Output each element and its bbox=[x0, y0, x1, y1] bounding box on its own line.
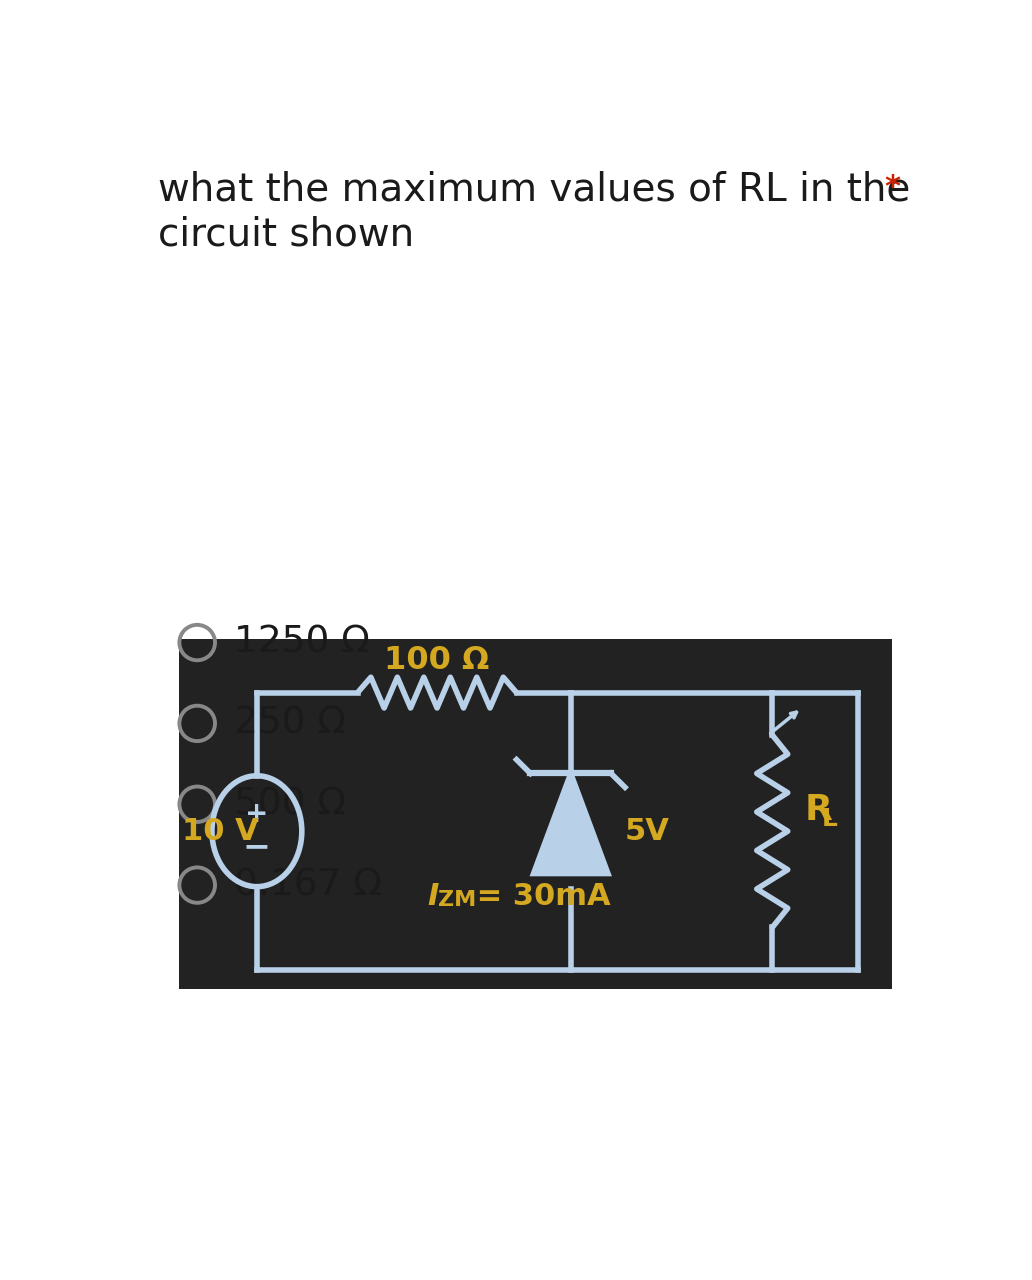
Text: −: − bbox=[243, 831, 270, 863]
Text: R: R bbox=[805, 792, 833, 827]
Polygon shape bbox=[534, 773, 608, 873]
Text: 0.167 Ω: 0.167 Ω bbox=[233, 867, 382, 904]
Text: 5V: 5V bbox=[625, 817, 670, 846]
Text: = 30mA: = 30mA bbox=[466, 882, 611, 911]
Text: 250 Ω: 250 Ω bbox=[233, 705, 346, 741]
Text: circuit shown: circuit shown bbox=[159, 215, 415, 253]
Text: ZM: ZM bbox=[439, 891, 477, 910]
Text: 10 V: 10 V bbox=[182, 817, 258, 846]
Text: *: * bbox=[884, 173, 900, 202]
Text: what the maximum values of RL in the: what the maximum values of RL in the bbox=[159, 170, 911, 209]
Text: 500 Ω: 500 Ω bbox=[233, 786, 346, 822]
Text: L: L bbox=[821, 806, 838, 831]
Text: +: + bbox=[246, 800, 268, 828]
Text: 100 Ω: 100 Ω bbox=[384, 645, 489, 676]
FancyBboxPatch shape bbox=[180, 639, 893, 989]
Text: 1250 Ω: 1250 Ω bbox=[233, 625, 369, 660]
Text: I: I bbox=[427, 882, 439, 911]
